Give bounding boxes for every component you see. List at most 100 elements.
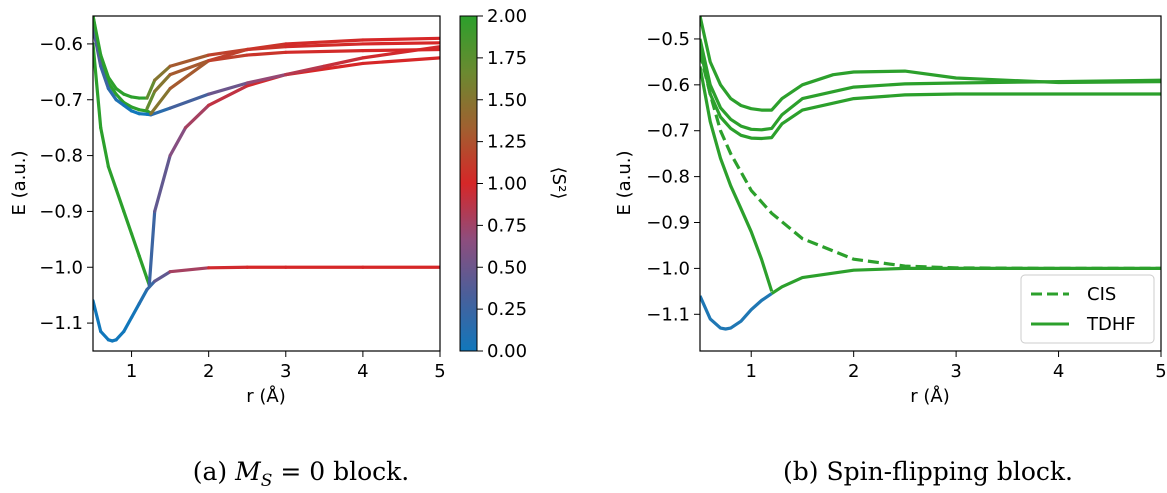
panel-a-series-6 [93,16,149,100]
panel-a-series-1-segment [129,232,141,258]
panel-b-caption: (b) Spin-flipping block. [783,457,1073,486]
colorbar-tick-label: 0.50 [487,257,527,278]
panel-a-series-9-segment [361,36,440,42]
panel-a-series-5-segment [168,92,211,110]
colorbar-tick-label: 0.75 [487,215,527,236]
series-cis [700,52,1161,270]
panel-a: 1 2 3 4 5 −0.6 −0.7 −0.8 −0.9 −1.0 −1.1 r (Å) E (… [9,6,569,491]
colorbar-tick-label: 1.75 [487,48,527,69]
panel-a-series-8-segment [245,50,288,57]
series-tdhf [700,66,774,292]
panel-a-series-0-segment [207,265,249,270]
panel-a-series-2-segment [183,103,211,130]
panel-a-series-7-segment [168,53,211,68]
panel-a-series-0-segment [137,287,149,306]
panel-b-series-6 [700,47,1161,141]
panel-a-series-8 [145,47,440,111]
panel-a-series-7-segment [284,42,365,49]
panel-a-series-1 [93,42,151,287]
panel-a-series-2-segment [147,209,157,287]
panel-a-x-ticks: 1 2 3 4 5 [126,351,446,382]
panel-a-xtick-label: 3 [280,361,291,382]
panel-a-series-9-segment [245,42,288,52]
panel-a-series-5 [149,45,440,117]
panel-a-xtick-label: 5 [434,361,445,382]
panel-a-series-1-segment [114,187,126,214]
panel-a-ytick-label: −0.6 [39,34,83,55]
panel-b-ytick-label: −0.7 [646,121,690,142]
panel-b-ylabel: E (a.u.) [614,150,635,215]
panel-a-series-1-segment [106,165,118,191]
panel-a-ylabel: E (a.u.) [9,150,30,215]
caption-a-sub: S [261,471,273,491]
panel-a-series-1-segment [99,126,111,169]
colorbar-tick-label: 1.25 [487,132,527,153]
panel-a-series-1-segment [93,42,103,130]
panel-b-ytick-label: −1.1 [646,304,690,325]
panel-a-series-9-segment [168,59,211,91]
colorbar-tick-label: 0.00 [487,341,527,362]
panel-a-series-0-segment [114,329,126,342]
panel-b-ytick-label: −0.8 [646,167,690,188]
panel-a-series-2 [147,56,440,287]
panel-a-xtick-label: 4 [357,361,368,382]
panel-a-series-2-segment [153,153,172,214]
panel-a-series-2-segment [361,56,440,66]
panel-b-xlabel: r (Å) [910,385,949,407]
panel-b-ytick-label: −0.5 [646,29,690,50]
panel-a-series-0-segment [93,299,103,334]
panel-a-series-7-segment [153,64,172,82]
panel-a-series-3-segment [114,92,126,105]
colorbar-ticks: 0.00 0.25 0.50 0.75 1.00 1.25 1.50 1.75 2.00 [477,6,527,362]
panel-a-series-4-segment [93,25,103,68]
panel-a-ytick-label: −1.0 [39,257,83,278]
colorbar-tick-label: 0.25 [487,299,527,320]
caption-a-rest: = 0 block. [272,457,409,486]
panel-a-series-2-segment [207,84,249,107]
colorbar [459,15,478,352]
panel-a-series-8-segment [284,49,365,54]
panel-b-series-2 [700,292,773,331]
panel-a-series-8-segment [153,73,172,93]
panel-b: 1 2 3 4 5 −0.5 −0.6 −0.7 −0.8 −0.9 −1.0 −1.1 r (Å)… [614,15,1167,486]
legend-box [1020,274,1155,344]
panel-b-x-ticks: 1 2 3 4 5 [745,351,1167,382]
panel-a-series-5-segment [149,106,172,117]
legend-label-tdhf: TDHF [1086,314,1136,335]
legend-label-cis: CIS [1087,284,1116,305]
panel-b-xtick-label: 4 [1053,361,1064,382]
panel-a-series-0-segment [168,266,211,274]
panel-a-series-7-segment [361,41,440,46]
panel-a-series-5-segment [322,56,365,68]
panel-a-series-4-segment [106,86,118,102]
legend: CIS TDHF [1020,274,1155,344]
panel-a-series-6-segment [106,75,118,91]
panel-a-xtick-label: 1 [126,361,137,382]
panel-a-series-9 [149,36,440,116]
panel-a-series-3-segment [99,59,111,85]
panel-a-series-8-segment [168,59,211,77]
panel-b-series-4 [700,16,1161,112]
panel-a-series-5-segment [207,81,249,96]
panel-a-series-0-segment [99,329,111,342]
panel-a-series-0 [93,265,440,343]
panel-b-xtick-label: 1 [745,361,756,382]
panel-b-series-5 [700,38,1161,132]
panel-a-y-ticks: −0.6 −0.7 −0.8 −0.9 −1.0 −1.1 [39,34,93,334]
panel-a-series-3-segment [106,81,118,96]
panel-a-series-4 [93,25,153,117]
panel-a-series-2-segment [168,126,188,158]
panel-b-ytick-label: −0.6 [646,75,690,96]
panel-a-series-4-segment [99,64,111,91]
panel-a-series [93,16,440,343]
panel-a-series-6-segment [99,53,111,80]
colorbar-tick-label: 1.00 [487,174,527,195]
panel-a-caption: (a) MS = 0 block. [193,457,409,491]
panel-b-frame [699,15,1162,352]
panel-a-xlabel: r (Å) [246,385,285,407]
panel-a-ytick-label: −0.8 [39,146,83,167]
caption-a-math: M [234,457,262,486]
panel-b-ytick-label: −1.0 [646,258,690,279]
panel-a-series-6-segment [93,16,103,57]
